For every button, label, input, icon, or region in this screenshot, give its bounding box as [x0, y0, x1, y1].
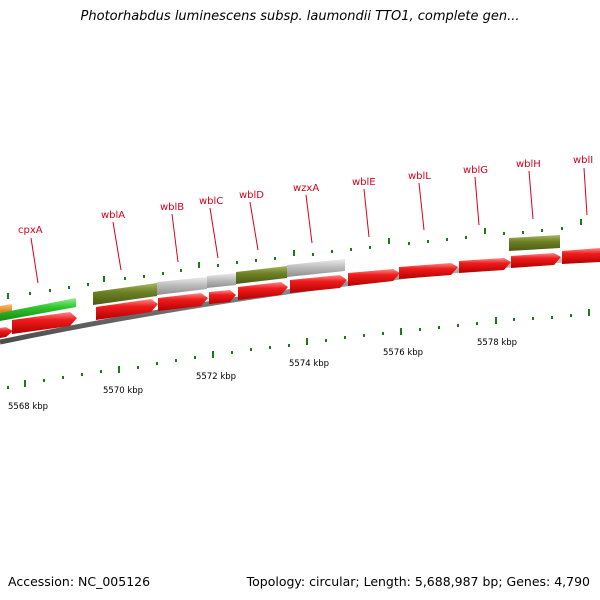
scale-label: 5568 kbp	[8, 402, 48, 412]
gene-label-wblg: wblG	[463, 165, 488, 176]
gene-label-wblb: wblB	[160, 202, 184, 213]
upper-ruler-ticks	[7, 219, 582, 299]
gene-label-cpxa: cpxA	[18, 225, 43, 236]
footer-topology: Topology: circular; Length: 5,688,987 bp…	[246, 574, 590, 589]
gene-label-wbla: wblA	[101, 210, 125, 221]
scale-label: 5572 kbp	[196, 372, 236, 382]
cds-arrow	[348, 269, 400, 286]
cds-arrow	[290, 275, 347, 293]
function-block-wbla	[93, 283, 157, 305]
map-title: Photorhabdus luminescens subsp. laumondi…	[80, 9, 520, 24]
footer-accession: Accession: NC_005126	[8, 574, 151, 589]
function-block-wzxa	[287, 259, 345, 277]
function-block-wbld	[236, 266, 287, 284]
cds-arrow	[511, 253, 561, 268]
gene-label-wzxa: wzxA	[293, 183, 319, 194]
function-block-wblb	[157, 277, 207, 295]
cds-arrow	[238, 282, 288, 300]
scale-label: 5578 kbp	[477, 338, 517, 348]
function-block-orange	[0, 304, 12, 313]
gene-label-wbld: wblD	[239, 190, 264, 201]
gene-label-wbll: wblL	[408, 171, 431, 182]
cds-arrow	[0, 327, 13, 338]
cds-arrow	[562, 248, 600, 264]
cds-arrows	[0, 248, 600, 338]
function-block-wblc	[207, 273, 236, 288]
cds-arrow	[96, 299, 158, 320]
function-blocks	[0, 235, 560, 321]
cds-arrow	[209, 290, 236, 304]
cds-arrow	[12, 312, 77, 334]
lower-ruler-ticks	[7, 309, 590, 389]
gene-label-wblc: wblC	[199, 196, 223, 207]
gene-label-leaders	[30, 167, 588, 284]
cds-arrow	[459, 258, 511, 273]
cds-arrow	[399, 263, 458, 279]
gene-label-wblh: wblH	[516, 159, 541, 170]
cds-arrow	[158, 293, 208, 311]
scale-label: 5576 kbp	[383, 348, 423, 358]
function-block-cpxa	[0, 298, 76, 321]
scale-label: 5570 kbp	[103, 386, 143, 396]
gene-label-wbli: wblI	[573, 155, 593, 166]
gene-label-wble: wblE	[352, 177, 376, 188]
function-block-wblh	[509, 235, 560, 251]
scale-label: 5574 kbp	[289, 359, 329, 369]
